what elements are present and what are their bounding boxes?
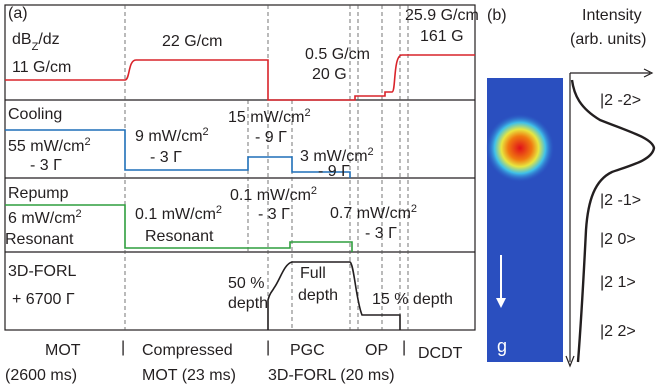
axis-title: Intensity [582,7,642,24]
text-part: 2 [411,203,417,215]
text-part: 55 mW/cm [8,138,84,155]
text-part: 3D-FORL [8,263,77,280]
annotation: 20 G [312,66,347,83]
text-part: 11 G/cm [12,59,71,76]
annotation: 3D-FORL [8,263,77,280]
annotation: + 6700 Γ [12,291,75,308]
phase-label: | [266,339,270,356]
annotation: - 3 Γ [150,149,182,166]
text-part: 2 [84,136,90,148]
text-part: Cooling [8,106,62,123]
gravity-label: g [497,336,507,356]
phase-label: | [402,339,406,356]
annotation: 55 mW/cm2 [8,136,91,155]
phase-label: (2600 ms) [5,367,77,384]
annotation: 0.1 mW/cm2 [230,185,317,204]
text-part: 2 [368,146,374,158]
annotation: 25.9 G/cm [405,7,479,24]
annotation: 15 % depth [372,291,453,308]
annotation: dBZ/dz [12,31,60,53]
annotation: 22 G/cm [162,33,222,50]
annotation: 11 G/cm [12,59,71,76]
state-label: |2 2> [600,323,636,340]
state-label: |2 -1> [600,192,641,209]
text-part: 25.9 G/cm [405,7,479,24]
figure: (b) Intensity (arb. units) g (a) dBZ/dz 11… [0,0,659,392]
text-part: 22 G/cm [162,33,222,50]
panel-b-image [486,78,563,362]
text-part: 20 G [312,66,347,83]
phase-label: OP [365,342,388,359]
annotation: - 3 Γ [30,157,62,174]
text-part: depth [228,295,268,312]
state-label: |2 0> [600,231,636,248]
annotation: 15 mW/cm2 [228,107,311,126]
text-part: 6 mW/cm [8,210,76,227]
text-part: 15 % depth [372,291,453,308]
phase-label: MOT (23 ms) [142,367,236,384]
annotation: 6 mW/cm2 [8,208,82,227]
text-part: - 3 Γ [365,225,397,242]
text-part: 0.5 G/cm [305,46,370,63]
annotation: depth [298,287,338,304]
text-part: - 3 Γ [30,157,62,174]
text-part: 2 [304,107,310,119]
annotation: Repump [8,185,69,202]
intensity-profile [572,80,654,362]
annotation: depth [228,295,268,312]
text-part: - 3 Γ [258,206,290,223]
text-part: 15 mW/cm [228,109,304,126]
text-part: depth [298,287,338,304]
text-part: + 6700 Γ [12,291,75,308]
text-part: dB [12,31,32,48]
annotation: Full [300,265,326,282]
annotation: Resonant [145,228,214,245]
text-part: 9 mW/cm [135,128,203,145]
annotation: 0.1 mW/cm2 [135,204,222,223]
text-part: 2 [76,208,82,220]
phase-label: | [121,339,125,356]
text-part: 161 G [420,28,464,45]
text-part: Full [300,265,326,282]
text-part: (a) [8,5,28,22]
annotation: Resonant [5,231,74,248]
text-part: 0.1 mW/cm [230,187,311,204]
panel-label: (b) [487,7,507,24]
annotation: Cooling [8,106,62,123]
state-label: |2 -2> [600,92,641,109]
annotation: 9 mW/cm2 [135,126,209,145]
annotation: (a) [8,5,28,22]
axis-title: (arb. units) [570,31,646,48]
annotation: 161 G [420,28,464,45]
annotation: - 3 Γ [258,206,290,223]
text-part: 2 [203,126,209,138]
annotation: 50 % [228,275,264,292]
text-part: - 9 Γ [318,163,350,180]
text-part: Resonant [5,231,74,248]
text-part: 2 [311,185,317,197]
annotation: - 3 Γ [365,225,397,242]
phase-label: Compressed [142,342,233,359]
phase-label: PGC [290,342,325,359]
panel-b-axes [566,69,654,366]
text-part: 0.1 mW/cm [135,206,216,223]
text-part: 2 [216,204,222,216]
phase-label: 3D-FORL (20 ms) [268,367,395,384]
text-part: Repump [8,185,69,202]
state-label: |2 1> [600,274,636,291]
text-part: - 9 Γ [255,129,287,146]
phase-label: MOT [45,342,81,359]
annotation: 0.5 G/cm [305,46,370,63]
text-part: /dz [38,31,59,48]
gradient-trace [5,55,475,100]
text-part: - 3 Γ [150,149,182,166]
annotation: - 9 Γ [318,163,350,180]
text-part: 0.7 mW/cm [330,205,411,222]
annotation: - 9 Γ [255,129,287,146]
phase-label: DCDT [418,345,463,362]
text-part: 50 % [228,275,264,292]
text-part: Resonant [145,228,214,245]
annotation: 0.7 mW/cm2 [330,203,417,222]
